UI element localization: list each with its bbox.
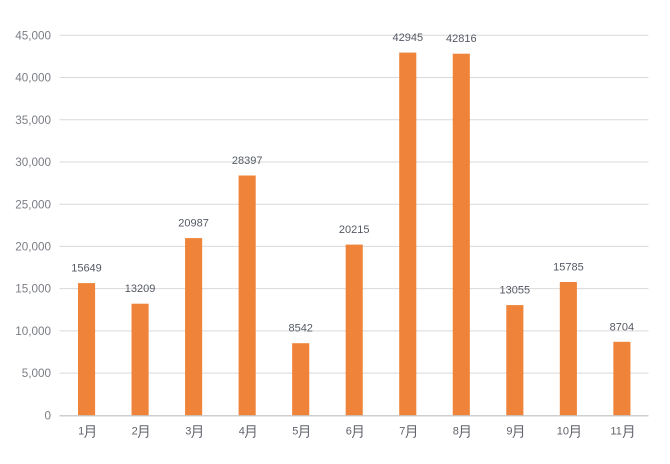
svg-text:3: 3 bbox=[185, 426, 191, 438]
svg-text:9: 9 bbox=[506, 426, 512, 438]
svg-text:8704: 8704 bbox=[610, 321, 634, 333]
svg-text:2: 2 bbox=[132, 426, 138, 438]
svg-text:15649: 15649 bbox=[71, 263, 102, 275]
svg-text:1: 1 bbox=[78, 426, 84, 438]
svg-text:42945: 42945 bbox=[393, 32, 424, 44]
svg-text:8: 8 bbox=[453, 426, 459, 438]
svg-text:6: 6 bbox=[346, 426, 352, 438]
svg-text:45,000: 45,000 bbox=[15, 29, 51, 42]
svg-text:35,000: 35,000 bbox=[15, 114, 51, 127]
svg-text:30,000: 30,000 bbox=[15, 156, 51, 169]
svg-text:13209: 13209 bbox=[125, 283, 156, 295]
svg-text:20215: 20215 bbox=[339, 224, 370, 236]
svg-text:7: 7 bbox=[399, 426, 405, 438]
svg-text:25,000: 25,000 bbox=[15, 198, 51, 211]
svg-text:20987: 20987 bbox=[178, 218, 209, 230]
svg-text:42816: 42816 bbox=[446, 33, 477, 45]
svg-text:15785: 15785 bbox=[553, 262, 584, 274]
svg-text:10: 10 bbox=[557, 426, 569, 438]
svg-text:40,000: 40,000 bbox=[15, 72, 51, 85]
svg-text:20,000: 20,000 bbox=[15, 241, 51, 254]
svg-text:10,000: 10,000 bbox=[15, 325, 51, 338]
svg-text:15,000: 15,000 bbox=[15, 283, 51, 296]
svg-text:28397: 28397 bbox=[232, 155, 263, 167]
svg-text:13055: 13055 bbox=[500, 285, 531, 297]
svg-text:4: 4 bbox=[239, 426, 245, 438]
svg-text:11: 11 bbox=[610, 426, 621, 438]
svg-text:5: 5 bbox=[292, 426, 298, 438]
svg-text:0: 0 bbox=[44, 409, 51, 422]
svg-text:5,000: 5,000 bbox=[22, 367, 52, 380]
svg-text:8542: 8542 bbox=[288, 323, 312, 335]
